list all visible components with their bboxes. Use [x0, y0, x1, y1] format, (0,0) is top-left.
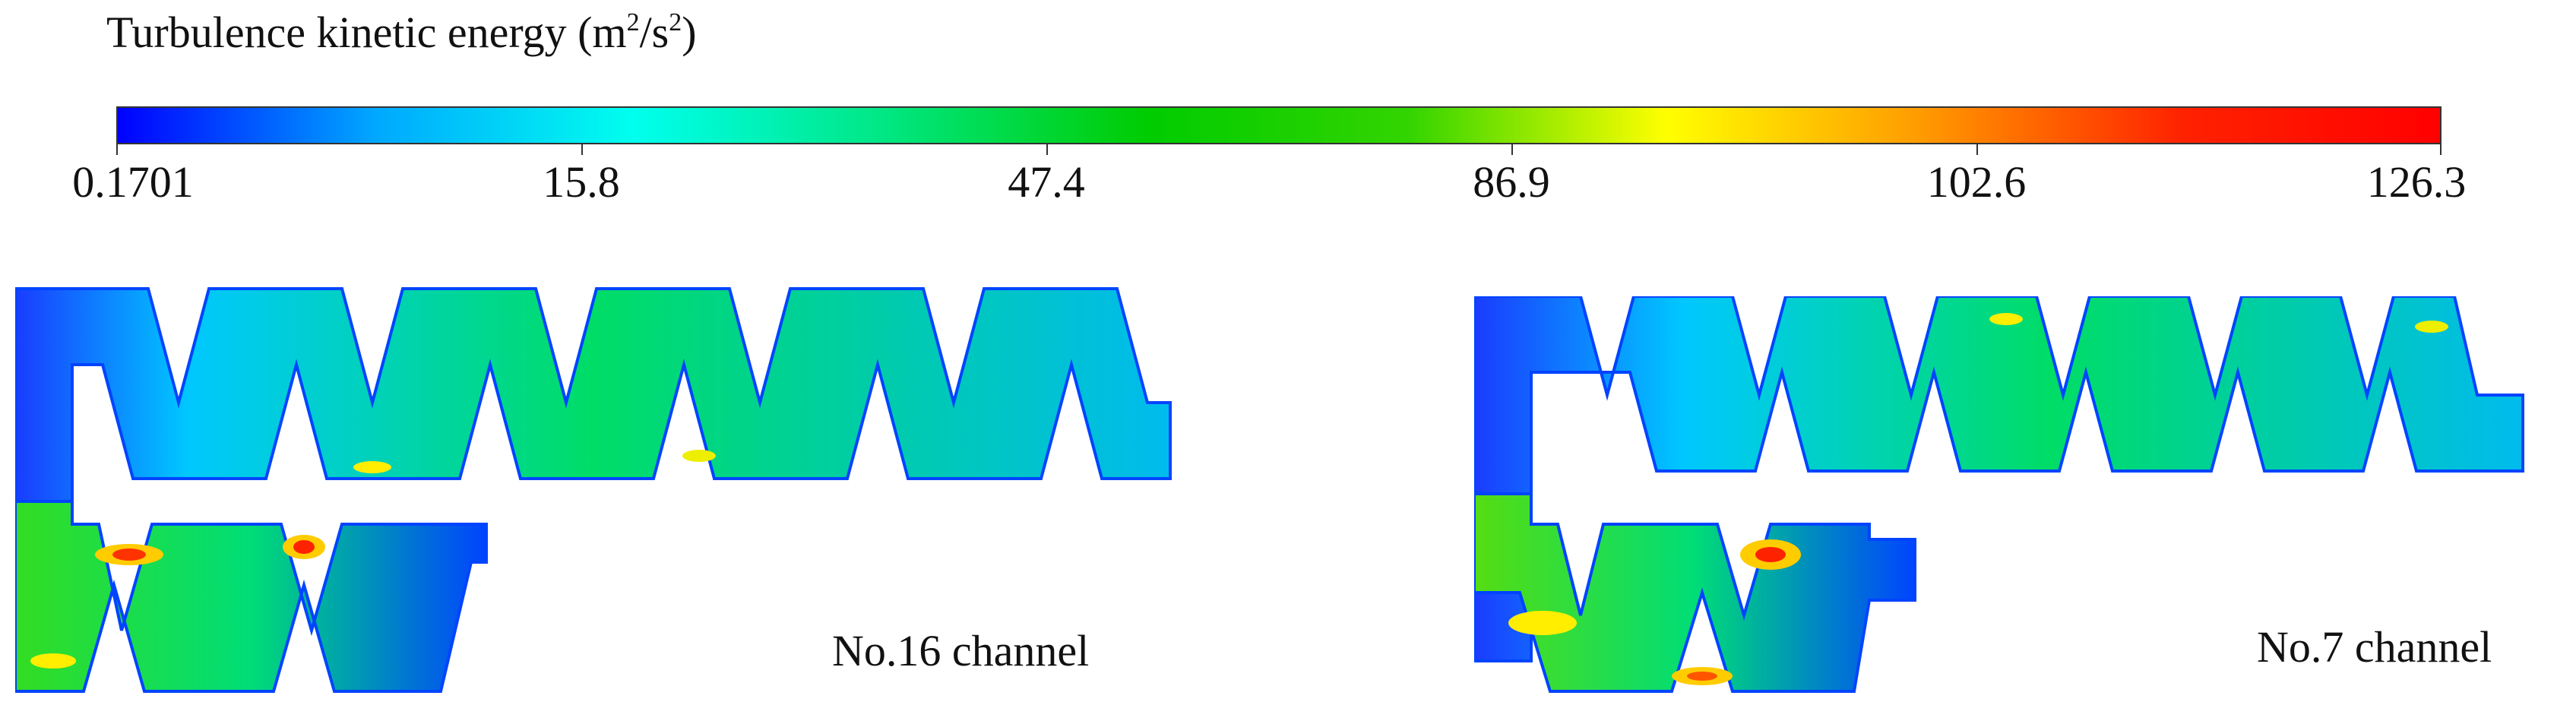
colorbar-tick [581, 144, 583, 155]
colorbar-tick [2440, 144, 2442, 155]
channel-label-no7: No.7 channel [2257, 622, 2492, 672]
colorbar [116, 106, 2442, 144]
colorbar-tick [1046, 144, 1048, 155]
no7-channel-contour [1474, 296, 2524, 693]
tick-label-4: 102.6 [1926, 157, 2027, 207]
contour-panel-no16: No.16 channel [15, 281, 1261, 707]
no16-channel-contour [15, 287, 1172, 693]
tick-label-3: 86.9 [1473, 157, 1550, 207]
colorbar-tick [1976, 144, 1978, 155]
tick-label-1: 15.8 [543, 157, 620, 207]
colorbar-tick [1511, 144, 1513, 155]
tick-label-0: 0.1701 [72, 157, 194, 207]
colorbar-tick [116, 144, 118, 155]
tick-label-5: 126.3 [2366, 157, 2467, 207]
colorbar-title: Turbulence kinetic energy (m2/s2) [106, 8, 697, 57]
channel-label-no16: No.16 channel [832, 626, 1090, 675]
tick-label-2: 47.4 [1008, 157, 1085, 207]
contour-panel-no7: No.7 channel [1474, 296, 2568, 707]
